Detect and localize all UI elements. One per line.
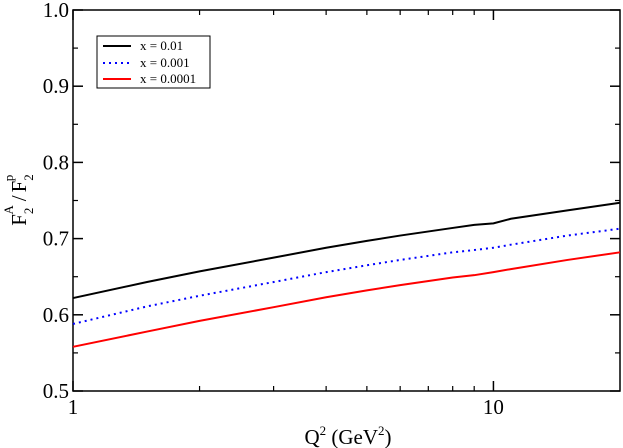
y-tick-label: 0.9: [43, 74, 69, 98]
legend-label-x-0.001: x = 0.001: [140, 55, 190, 70]
series-lines: [72, 201, 621, 348]
series-line-x-0.01: [72, 201, 621, 300]
minor-ticks: [73, 10, 620, 391]
legend-label-x-0.0001: x = 0.0001: [140, 71, 196, 86]
y-tick-label: 0.5: [43, 379, 69, 403]
legend-label-x-0.01: x = 0.01: [140, 38, 183, 53]
x-axis-title: Q2 (GeV2): [304, 423, 391, 448]
series-line-x-0.001: [72, 227, 621, 325]
y-tick-label: 0.8: [43, 150, 69, 174]
tick-labels: 0.5 0.6 0.7 0.8 0.9 1.0 1 10: [43, 0, 504, 419]
legend: x = 0.01 x = 0.001 x = 0.0001: [96, 35, 211, 89]
major-ticks: [72, 9, 620, 392]
x-tick-label: 10: [483, 395, 504, 419]
y-tick-label: 0.6: [43, 303, 69, 327]
y-tick-label: 1.0: [43, 0, 69, 22]
y-axis-title: F2A/F2p: [1, 174, 36, 226]
x-tick-label: 1: [68, 395, 79, 419]
series-line-x-0.0001: [72, 251, 621, 348]
y-tick-label: 0.7: [43, 227, 69, 251]
